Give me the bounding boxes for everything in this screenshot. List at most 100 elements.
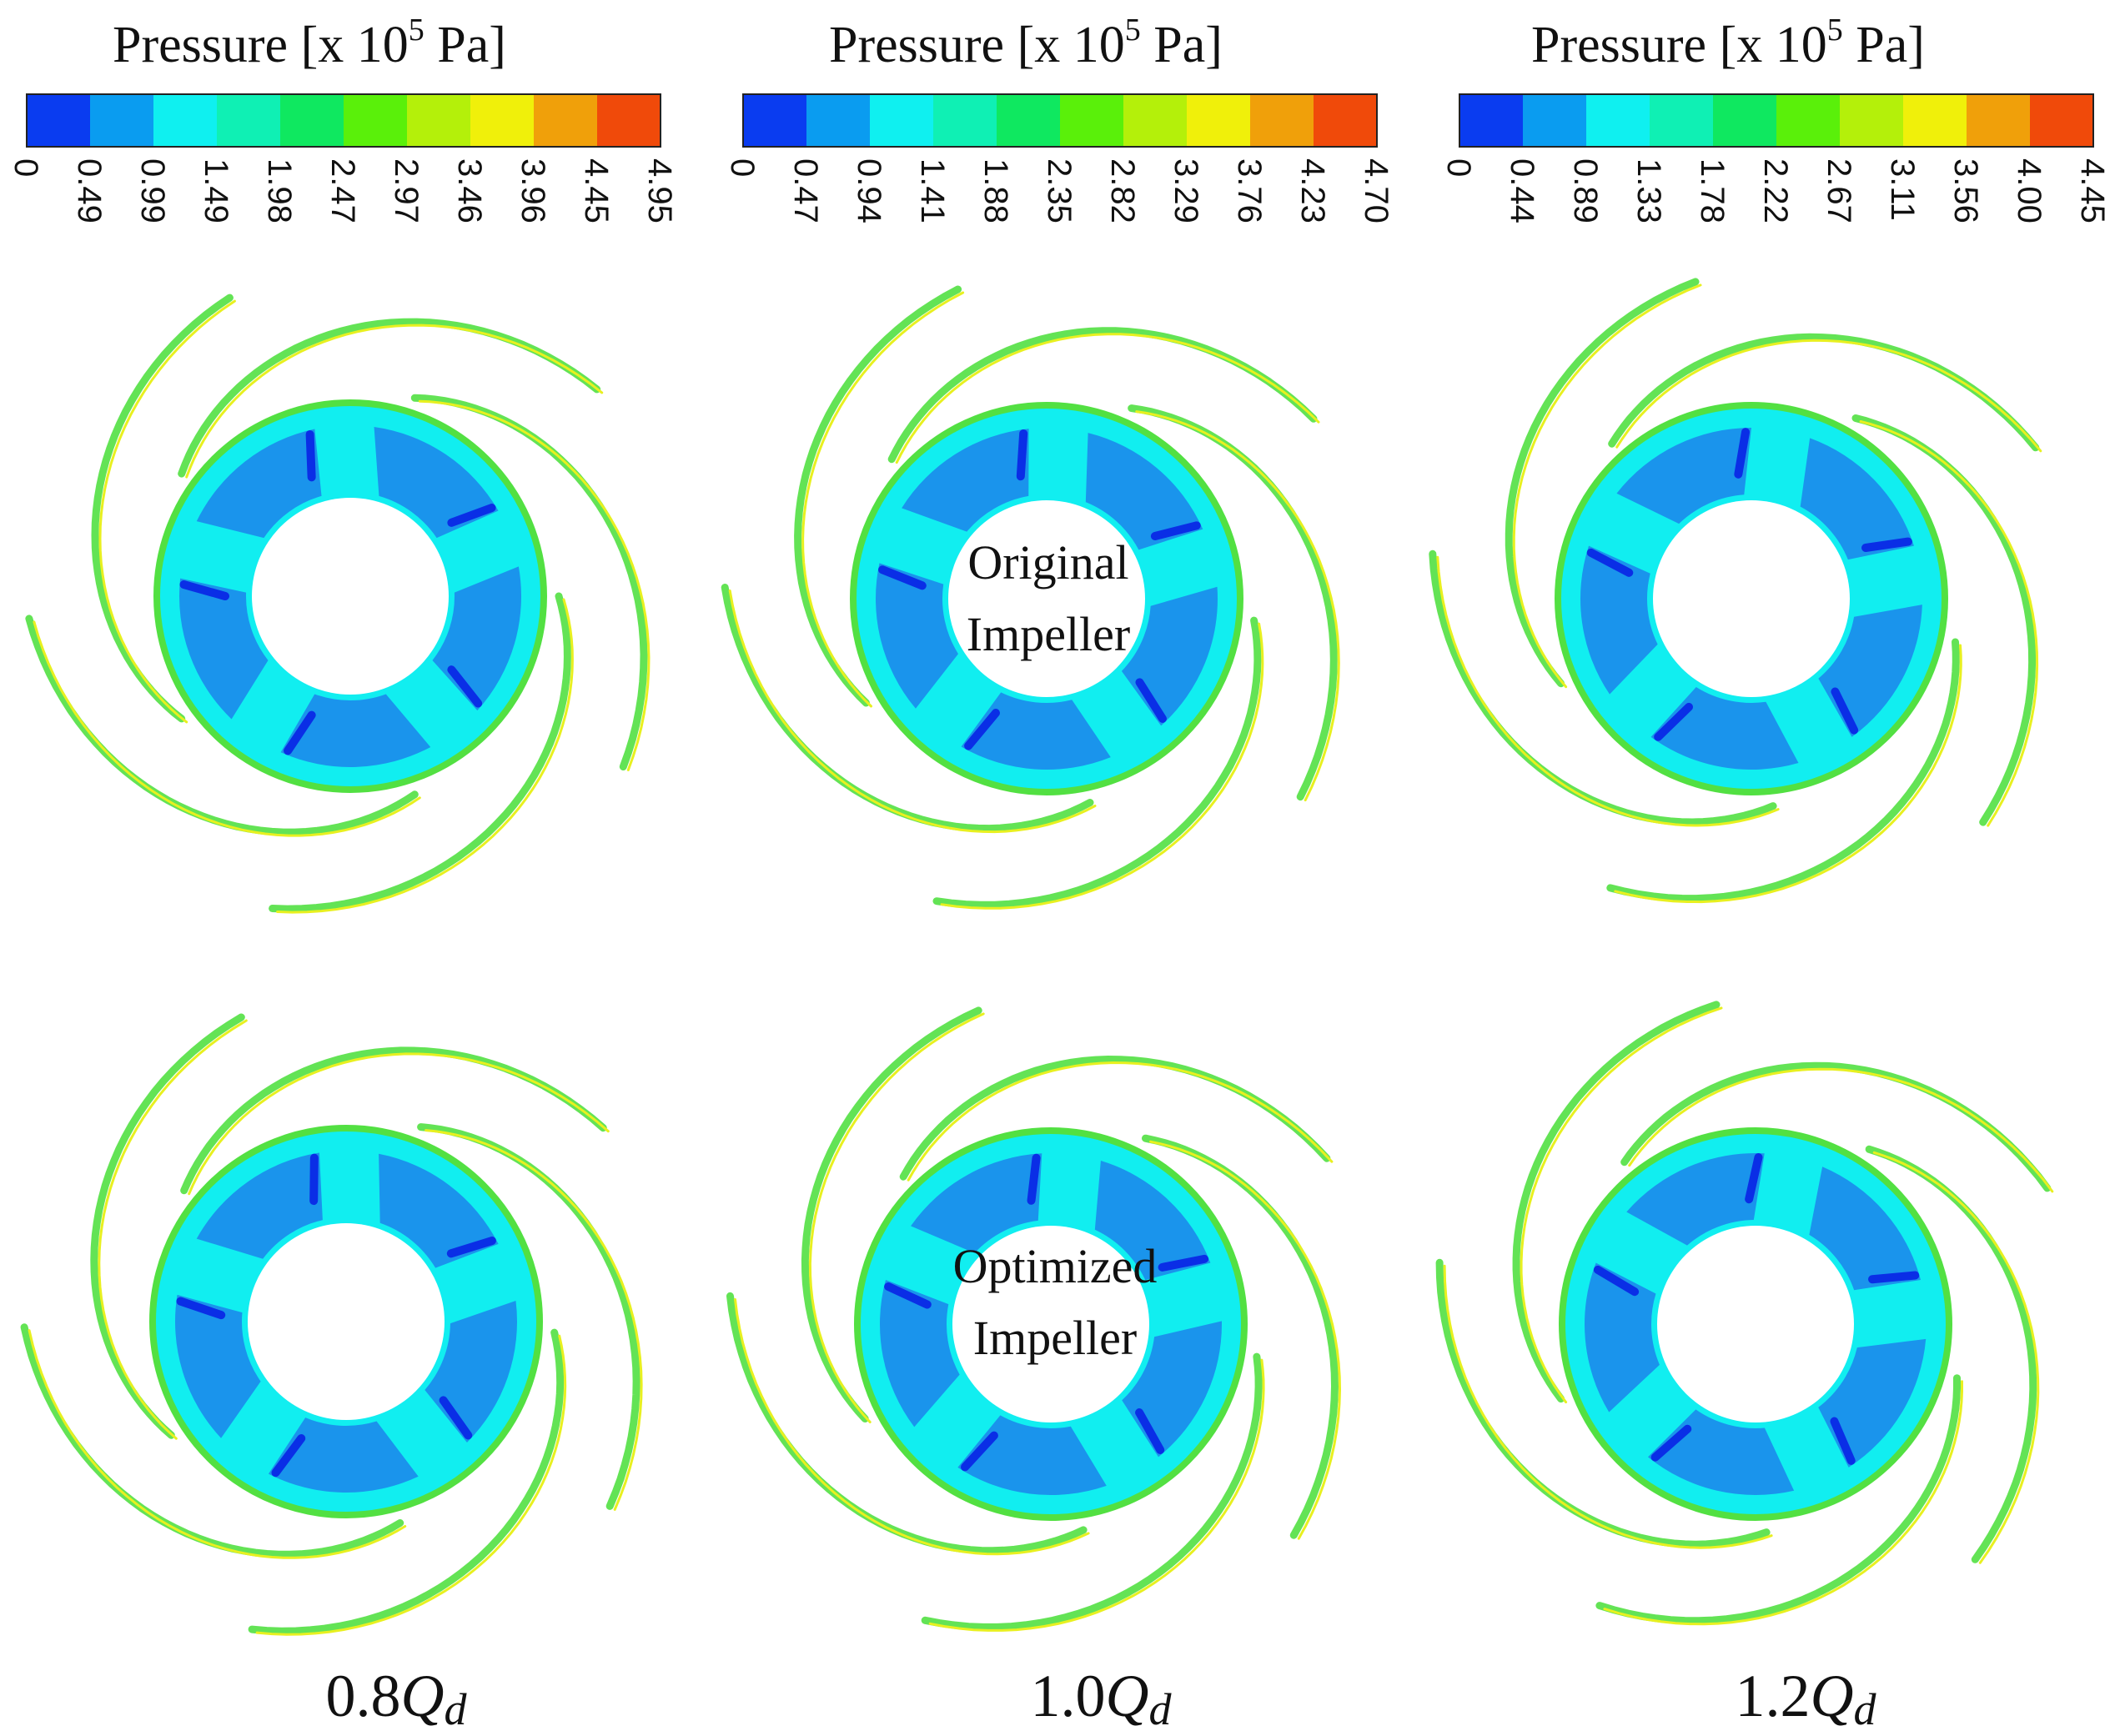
diffuser-streak-highlight	[1614, 644, 1962, 904]
colorbar-swatch	[1586, 94, 1650, 147]
impeller-hub	[1657, 1226, 1854, 1422]
diffuser-streak-highlight	[728, 590, 1097, 834]
impeller-passage	[374, 426, 499, 539]
colorbar-ticks: 0 0.47 0.94 1.41 1.88 2.35 2.82 3.29 3.76 4.23 4.7…	[724, 158, 1394, 223]
impeller-passage	[902, 429, 1029, 532]
colorbar-swatch	[407, 94, 471, 147]
blade-low-pressure-zone	[447, 504, 496, 527]
colorbar-swatch	[997, 94, 1061, 147]
blade-low-pressure-zone	[1135, 678, 1167, 723]
condition-label-0: 0.8Qd	[326, 1663, 468, 1734]
colorbar-tick-label: 0	[724, 158, 761, 177]
diffuser-streak	[90, 1013, 245, 1439]
colorbar-swatch	[217, 94, 281, 147]
impeller-passage	[1094, 1160, 1211, 1281]
colorbar	[742, 93, 1378, 148]
colorbar-ticks: 0 0.49 0.99 1.49 1.98 2.47 2.97 3.46 3.96 4.45 4.9…	[8, 158, 678, 223]
colorbar-tick-label: 0	[8, 158, 44, 177]
impeller-passage	[1809, 1167, 1922, 1291]
colorbar-tick-label: 0.99	[134, 158, 171, 223]
blade-low-pressure-zone	[1745, 1153, 1763, 1204]
colorbar-ticks: 0 0.44 0.89 1.33 1.78 2.22 2.67 3.11 3.56 4.00 4.4…	[1440, 158, 2111, 223]
colorbar-frame	[26, 93, 661, 148]
colorbar-swatch	[870, 94, 934, 147]
diffuser-streak	[921, 1352, 1263, 1631]
diffuser-streak-highlight	[1520, 1006, 1723, 1404]
blade-low-pressure-zone	[1586, 548, 1634, 577]
diffuser-streak-highlight	[28, 1329, 407, 1559]
diffuser-streak	[248, 1328, 565, 1635]
colorbar-tick-label: 4.95	[641, 158, 678, 223]
colorbar-swatch	[806, 94, 871, 147]
impeller-passage	[1085, 433, 1203, 550]
row-label-line2: Impeller	[967, 607, 1130, 661]
blade-low-pressure-zone	[447, 665, 483, 708]
blade-low-pressure-zone	[964, 709, 1000, 750]
colorbar-swatch	[597, 94, 661, 147]
colorbar-swatch	[1314, 94, 1378, 147]
diffuser-streak-highlight	[1149, 1140, 1342, 1540]
legend-title: Pressure [x 105 Pa]	[829, 13, 1223, 73]
colorbar-tick-label: 0.94	[851, 158, 887, 223]
blade-low-pressure-zone	[1150, 521, 1201, 540]
diffuser-streak-highlight	[940, 622, 1264, 910]
diffuser-streak	[178, 318, 601, 478]
diffuser-streak	[1512, 1001, 1721, 1403]
impeller-passage	[1616, 428, 1751, 524]
diffuser-streak-highlight	[1436, 555, 1780, 827]
diffuser-streak-highlight	[1443, 1264, 1773, 1549]
diffuser-streak-highlight	[907, 1061, 1334, 1182]
colorbar-swatch	[1903, 94, 1967, 147]
diffuser-streak-highlight	[895, 333, 1320, 464]
colorbar-tick-label: 2.67	[1821, 158, 1857, 223]
diffuser-streak	[932, 616, 1262, 909]
diffuser-streak-highlight	[1512, 283, 1702, 689]
impeller-passage	[1580, 545, 1658, 695]
colorbar-tick-label: 3.76	[1231, 158, 1268, 223]
colorbar-tick-label: 2.22	[1757, 158, 1794, 223]
blade-low-pressure-zone	[1654, 702, 1693, 741]
diffuser-streak	[410, 394, 648, 770]
impeller-passage	[196, 429, 322, 539]
colorbar-swatch	[1123, 94, 1188, 147]
diffuser-streak-highlight	[1603, 1380, 1963, 1626]
blade-low-pressure-zone	[1830, 1417, 1856, 1465]
impeller-passage	[268, 1417, 419, 1493]
diffuser-streak-highlight	[801, 291, 965, 708]
impeller-passage	[196, 1152, 323, 1259]
blade-low-pressure-zone	[1831, 687, 1859, 735]
diffuser-streak-highlight	[808, 1012, 985, 1423]
diffuser-streak	[1595, 1374, 1961, 1625]
diffuser-streak	[1606, 638, 1960, 903]
legend-title: Pressure [x 105 Pa]	[1531, 13, 1925, 73]
blade-low-pressure-zone	[1734, 428, 1751, 479]
colorbar-swatch	[1776, 94, 1841, 147]
contour-original-1.0qd	[721, 285, 1340, 910]
blade-low-pressure-zone	[179, 580, 229, 600]
row-label-line2: Impeller	[973, 1311, 1137, 1365]
blade-low-pressure-zone	[176, 1297, 226, 1320]
blade-low-pressure-zone	[1868, 1271, 1920, 1284]
colorbar-tick-label: 1.88	[977, 158, 1014, 223]
contour-optimized-1.2qd	[1435, 1001, 2054, 1626]
legend-title: Pressure [x 105 Pa]	[113, 13, 506, 73]
colorbar-tick-label: 4.23	[1294, 158, 1331, 223]
diffuser-streak-highlight	[418, 399, 651, 771]
colorbar-tick-label: 2.35	[1041, 158, 1078, 223]
impeller-passage	[911, 1153, 1042, 1253]
colorbar-swatch	[534, 94, 598, 147]
colorbar-swatch	[743, 94, 807, 147]
impeller-hub	[952, 1226, 1149, 1422]
colorbar	[26, 93, 661, 148]
contour-optimized-0.8qd	[20, 1013, 643, 1636]
colorbar-frame	[1459, 93, 2094, 148]
condition-label-1: 1.0Qd	[1031, 1663, 1173, 1734]
colorbar-swatch	[470, 94, 535, 147]
colorbar-tick-label: 1.49	[198, 158, 234, 223]
colorbar-swatch	[90, 94, 154, 147]
colorbar-swatch	[1187, 94, 1251, 147]
diffuser-streak-highlight	[188, 1052, 610, 1196]
colorbar-tick-label: 4.70	[1358, 158, 1394, 223]
colorbar-tick-label: 0.89	[1567, 158, 1604, 223]
